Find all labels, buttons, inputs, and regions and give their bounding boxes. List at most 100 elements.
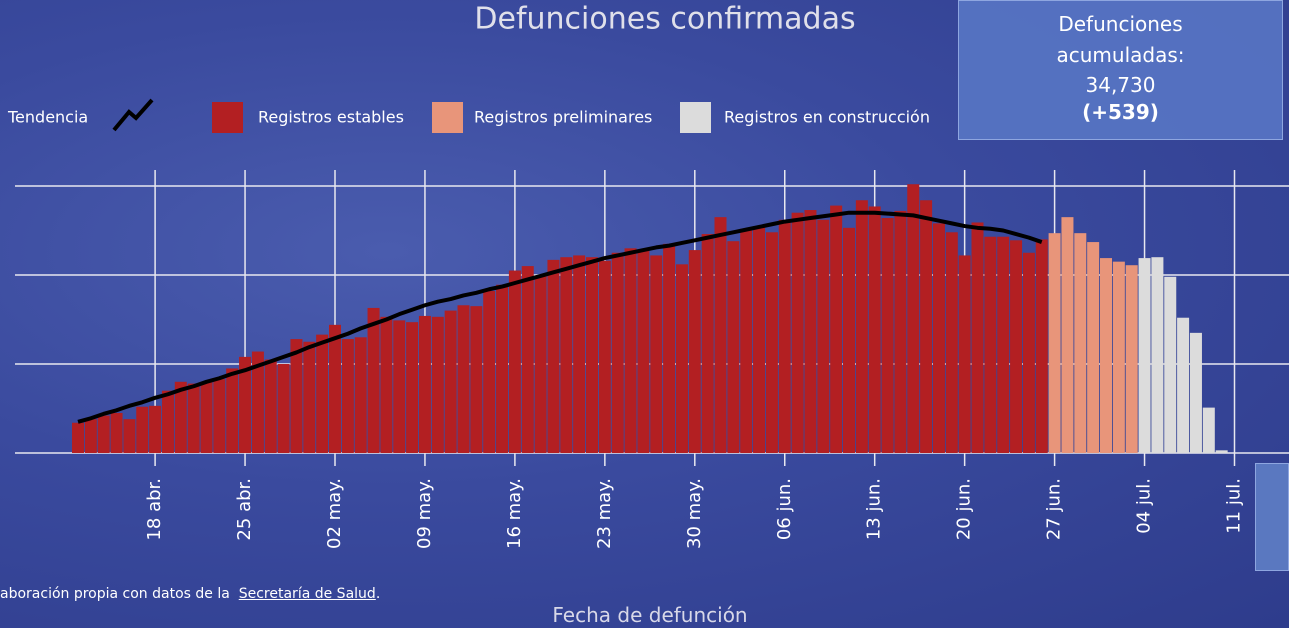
bar: [1151, 257, 1163, 453]
bar: [766, 232, 778, 453]
bar: [98, 416, 110, 453]
source-text: aboración propia con datos de la: [0, 586, 230, 602]
bar: [355, 337, 367, 453]
source-end: .: [376, 586, 380, 602]
summary-total: 34,730: [959, 71, 1282, 99]
legend-label: Registros preliminares: [474, 108, 652, 127]
x-tick-label: 09 may.: [414, 478, 435, 549]
bar: [1177, 318, 1189, 453]
source-link[interactable]: Secretaría de Salud: [239, 586, 376, 602]
bar: [406, 322, 418, 453]
bar: [663, 244, 675, 453]
x-axis-label: Fecha de defunción: [0, 603, 1289, 627]
bar: [342, 339, 354, 453]
bar: [882, 218, 894, 453]
bar: [830, 206, 842, 453]
bar: [586, 257, 598, 453]
bar: [792, 213, 804, 453]
summary-change: (+539): [959, 99, 1282, 125]
bar: [483, 291, 495, 453]
bar: [1049, 233, 1061, 453]
legend-label: Registros estables: [258, 108, 404, 127]
bar: [1087, 242, 1099, 453]
bar: [522, 266, 534, 453]
bar: [213, 379, 225, 453]
bar: [1036, 239, 1048, 453]
legend-swatch: [212, 102, 243, 133]
bar: [637, 251, 649, 453]
x-tick-label: 20 jun.: [954, 478, 975, 540]
x-tick-label: 25 abr.: [234, 478, 255, 541]
bar: [715, 217, 727, 453]
bar: [72, 423, 84, 453]
bar: [470, 306, 482, 453]
x-tick-label: 18 abr.: [144, 478, 165, 541]
bar: [1164, 277, 1176, 453]
chart-title: Defunciones confirmadas: [474, 2, 855, 37]
bar: [920, 200, 932, 453]
bar: [1139, 258, 1151, 453]
bar: [1190, 333, 1202, 453]
bar: [689, 250, 701, 453]
summary-label: Defunciones acumuladas:: [1021, 9, 1221, 71]
bar: [393, 320, 405, 453]
bar: [1074, 233, 1086, 453]
bar: [676, 264, 688, 453]
bar: [625, 248, 637, 453]
bar: [804, 210, 816, 453]
bar: [368, 308, 380, 453]
bar: [188, 384, 200, 453]
source-note: aboración propia con datos de la Secreta…: [0, 586, 380, 602]
bar: [85, 419, 97, 453]
bar: [560, 257, 572, 453]
bar: [547, 260, 559, 453]
summary-box: Defunciones acumuladas: 34,730 (+539): [958, 0, 1283, 140]
page: Defunciones confirmadas 18 abr. 25 abr. 02…: [0, 0, 1289, 628]
bar: [959, 255, 971, 453]
bar: [380, 317, 392, 453]
bar: [149, 406, 161, 453]
x-tick-label: 11 jul.: [1224, 478, 1245, 534]
bar: [445, 311, 457, 453]
bar: [1216, 450, 1228, 453]
bar: [972, 222, 984, 453]
bar: [1061, 217, 1073, 453]
bar: [740, 229, 752, 453]
x-tick-label: 23 may.: [594, 478, 615, 549]
bar: [779, 220, 791, 453]
legend-swatch: [680, 102, 711, 133]
bar: [984, 237, 996, 453]
side-panel: [1255, 463, 1289, 571]
bar: [509, 271, 521, 453]
legend-label: Tendencia: [7, 108, 88, 127]
bar: [650, 255, 662, 453]
bar: [329, 325, 341, 453]
bar: [303, 342, 315, 453]
bar: [123, 419, 135, 453]
bar: [856, 200, 868, 453]
bar: [136, 407, 148, 453]
bar: [843, 228, 855, 453]
bar: [933, 223, 945, 453]
bar: [316, 335, 328, 453]
bar: [265, 360, 277, 453]
legend-swatch: [432, 102, 463, 133]
legend-label: Registros en construcción: [724, 108, 930, 127]
bar: [907, 184, 919, 453]
bar: [869, 206, 881, 453]
x-tick-label: 04 jul.: [1134, 478, 1155, 534]
bar: [1203, 408, 1215, 453]
bar: [432, 317, 444, 453]
x-tick-label: 02 may.: [324, 478, 345, 549]
bar: [201, 382, 213, 453]
x-tick-label: 06 jun.: [774, 478, 795, 540]
x-tick-label: 13 jun.: [864, 478, 885, 540]
bar: [946, 232, 958, 453]
bar: [1023, 253, 1035, 453]
bar: [496, 285, 508, 453]
bar: [1010, 240, 1022, 453]
bar: [226, 368, 238, 453]
bar: [458, 305, 470, 453]
bar: [702, 234, 714, 453]
bar: [817, 220, 829, 453]
